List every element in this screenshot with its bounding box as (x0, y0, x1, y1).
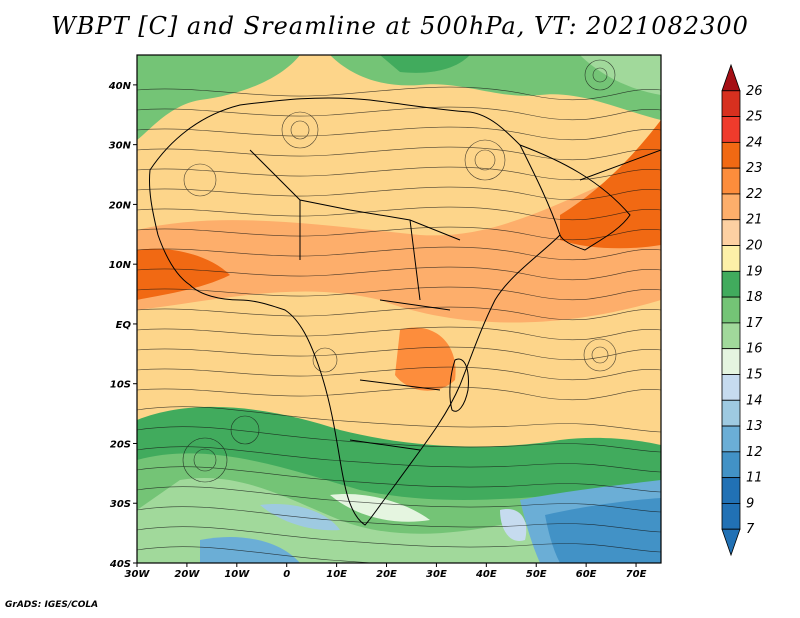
colorbar-segment (721, 116, 741, 143)
lon-tick-label: 50E (526, 569, 547, 580)
colorbar-segment (721, 193, 741, 221)
colorbar-segment (721, 167, 741, 195)
colorbar-label: 17 (746, 316, 763, 331)
colorbar-segment (721, 503, 741, 530)
colorbar-segment (721, 348, 741, 375)
colorbar-segment (721, 219, 741, 246)
colorbar-segment (721, 399, 741, 427)
colorbar-segment (721, 374, 741, 401)
colorbar-segment (721, 296, 741, 324)
colorbar-segment (721, 425, 741, 453)
lat-tick-label: 10N (109, 260, 132, 271)
lat-tick-label: 30N (109, 141, 132, 152)
lon-tick-label: 20W (174, 569, 200, 580)
colorbar-label: 9 (746, 496, 754, 511)
lat-tick-label: 40N (108, 81, 132, 92)
colorbar-label: 24 (746, 135, 763, 150)
colorbar-label: 26 (746, 84, 763, 99)
colorbar-label: 7 (746, 522, 755, 537)
colorbar-label: 20 (746, 239, 763, 254)
footer-credit: GrADS: IGES/COLA (5, 600, 99, 610)
colorbar-label: 13 (746, 419, 763, 434)
lon-tick-label: 10E (326, 569, 347, 580)
lat-tick-label: 30S (110, 499, 131, 510)
lon-tick-label: 30E (426, 569, 447, 580)
colorbar-bottom-arrow (721, 528, 741, 557)
lat-tick-label: EQ (116, 320, 132, 331)
colorbar-label: 12 (746, 445, 763, 460)
plot-frame (136, 54, 662, 564)
lat-tick-label: 20S (110, 439, 131, 450)
lat-tick-label: 20N (109, 200, 132, 211)
colorbar: 26 25 24 23 22 21 20 19 18 17 16 15 14 13 12 11 9 7 (721, 63, 763, 557)
colorbar-label: 16 (746, 342, 763, 357)
colorbar-label: 22 (746, 187, 763, 202)
lat-tick-label: 10S (110, 380, 131, 391)
map-axes: 30W 20W 10W 0 10E 20E 30E 40E 50E 60E 70E 40N 30N 20N… (108, 81, 647, 580)
coastlines (149, 97, 661, 526)
colorbar-label: 14 (746, 393, 763, 408)
colorbar-segment (721, 245, 741, 272)
streamlines (137, 59, 661, 563)
lon-tick-label: 30W (125, 569, 151, 580)
lon-tick-label: 0 (283, 569, 290, 580)
colorbar-label: 18 (746, 290, 763, 305)
colorbar-label: 21 (746, 213, 763, 228)
colorbar-label: 19 (746, 264, 763, 279)
colorbar-segment (721, 270, 741, 298)
lon-tick-label: 60E (576, 569, 597, 580)
colorbar-label: 23 (746, 161, 763, 176)
lon-tick-label: 70E (626, 569, 647, 580)
lon-tick-label: 40E (475, 569, 497, 580)
colorbar-segment (721, 477, 741, 504)
colorbar-label: 25 (746, 110, 763, 125)
colorbar-top-arrow (721, 63, 741, 92)
colorbar-label: 15 (746, 367, 763, 382)
colorbar-segment (721, 322, 741, 350)
colorbar-segment (721, 141, 741, 169)
lon-tick-label: 10W (224, 569, 250, 580)
lon-tick-label: 20E (376, 569, 397, 580)
colorbar-segment (721, 451, 741, 479)
lat-tick-label: 40S (109, 559, 131, 570)
colorbar-label: 11 (746, 471, 763, 486)
colorbar-segment (721, 90, 741, 117)
map-title: WBPT [C] and Sreamline at 500hPa, VT: 20… (51, 12, 749, 40)
